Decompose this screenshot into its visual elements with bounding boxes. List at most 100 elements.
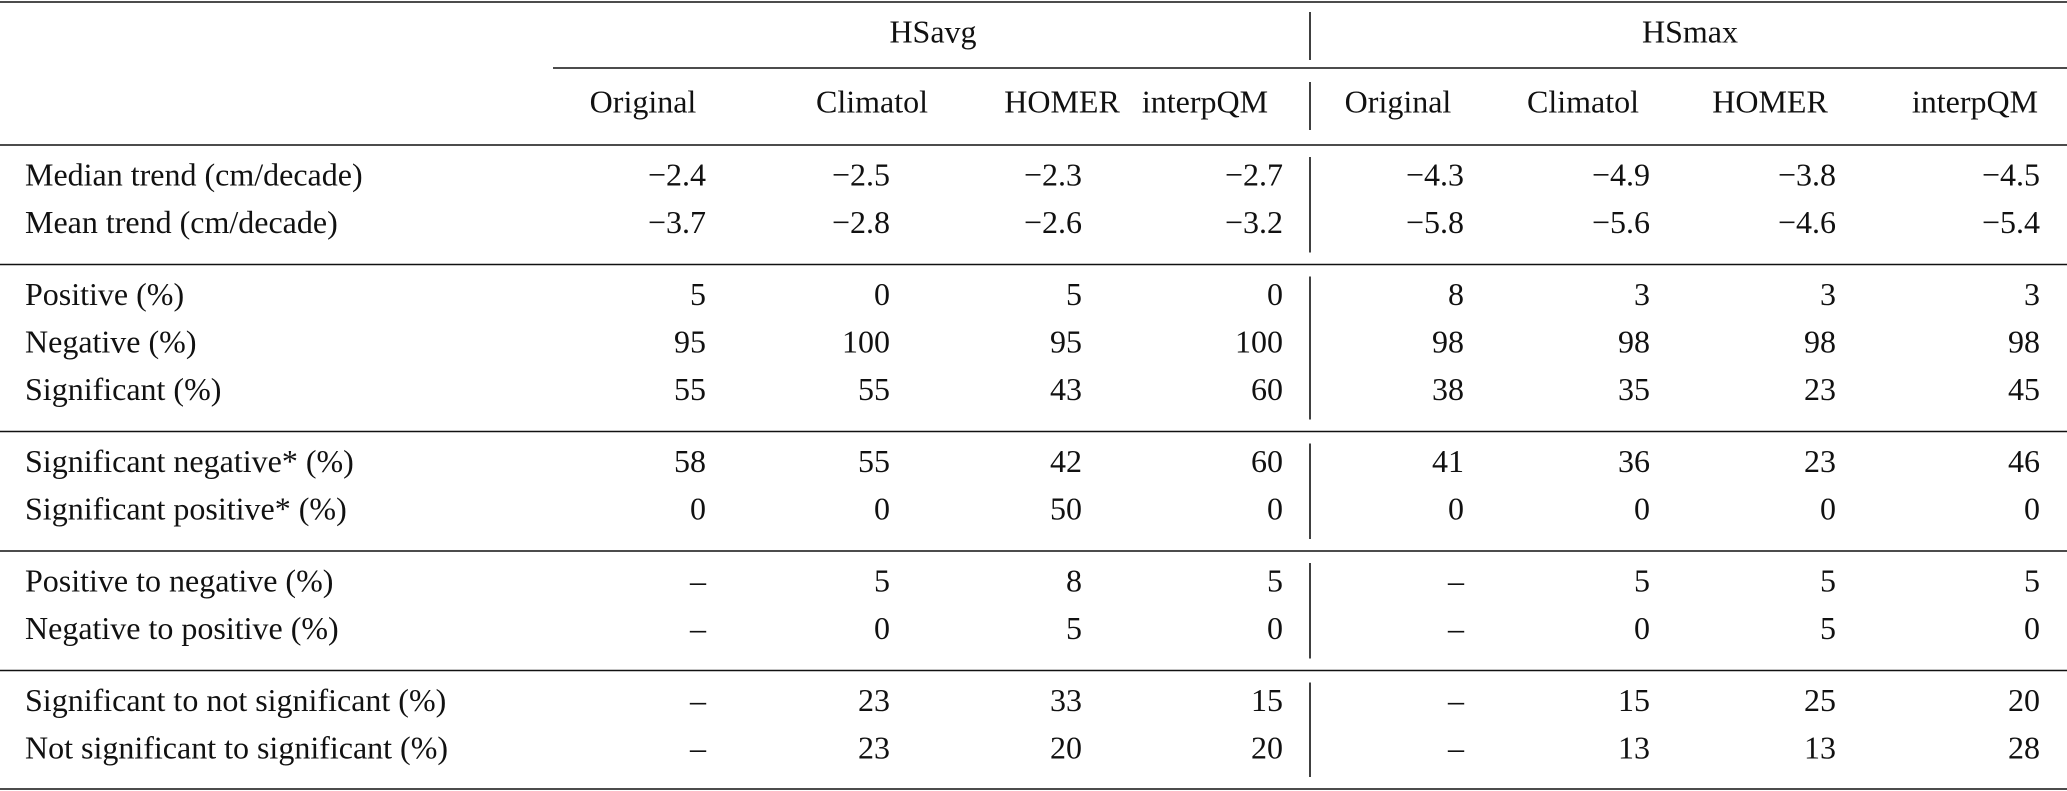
- cell: −5.4: [1982, 204, 2040, 240]
- cell: −2.5: [832, 156, 890, 192]
- cell: 98: [1618, 323, 1650, 359]
- cell: 100: [1235, 323, 1283, 359]
- cell: 5: [1634, 562, 1650, 598]
- cell: 5: [1267, 562, 1283, 598]
- cell: 55: [858, 443, 890, 479]
- column-header: Original: [1345, 83, 1452, 119]
- cell: −4.6: [1778, 204, 1836, 240]
- cell: –: [689, 729, 707, 765]
- cell: 0: [1634, 610, 1650, 646]
- cell: 41: [1432, 443, 1464, 479]
- row-label: Positive (%): [25, 276, 184, 312]
- cell: −3.2: [1225, 204, 1283, 240]
- cell: −3.8: [1778, 156, 1836, 192]
- cell: 5: [1820, 562, 1836, 598]
- cell: 55: [858, 371, 890, 407]
- cell: −5.6: [1592, 204, 1650, 240]
- cell: 8: [1066, 562, 1082, 598]
- cell: −2.6: [1024, 204, 1082, 240]
- cell: 95: [1050, 323, 1082, 359]
- cell: 98: [1804, 323, 1836, 359]
- cell: 23: [858, 729, 890, 765]
- cell: 0: [2024, 490, 2040, 526]
- cell: 5: [1066, 276, 1082, 312]
- cell: 15: [1251, 682, 1283, 718]
- cell: 13: [1804, 729, 1836, 765]
- cell: 45: [2008, 371, 2040, 407]
- cell: –: [1447, 610, 1465, 646]
- cell: 0: [690, 490, 706, 526]
- cell: −2.8: [832, 204, 890, 240]
- cell: −3.7: [648, 204, 706, 240]
- row-label: Significant negative* (%): [25, 443, 354, 479]
- cell: 46: [2008, 443, 2040, 479]
- row-label: Significant positive* (%): [25, 490, 347, 526]
- group-header: HSavg: [889, 13, 976, 49]
- cell: 98: [1432, 323, 1464, 359]
- column-header: HOMER: [1712, 83, 1828, 119]
- column-header: interpQM: [1912, 83, 2038, 119]
- cell: 20: [2008, 682, 2040, 718]
- cell: 23: [1804, 371, 1836, 407]
- cell: 0: [1267, 276, 1283, 312]
- cell: 55: [674, 371, 706, 407]
- cell: 0: [874, 490, 890, 526]
- cell: –: [689, 610, 707, 646]
- cell: 20: [1251, 729, 1283, 765]
- cell: –: [1447, 682, 1465, 718]
- column-header: HOMER: [1004, 83, 1120, 119]
- cell: −2.3: [1024, 156, 1082, 192]
- row-label: Positive to negative (%): [25, 562, 333, 598]
- cell: 0: [1634, 490, 1650, 526]
- cell: 25: [1804, 682, 1836, 718]
- cell: 38: [1432, 371, 1464, 407]
- cell: 0: [1267, 610, 1283, 646]
- cell: 0: [1448, 490, 1464, 526]
- cell: 20: [1050, 729, 1082, 765]
- row-label: Negative to positive (%): [25, 610, 339, 646]
- cell: 58: [674, 443, 706, 479]
- cell: 5: [1066, 610, 1082, 646]
- cell: 3: [2024, 276, 2040, 312]
- cell: –: [1447, 729, 1465, 765]
- cell: −2.4: [648, 156, 706, 192]
- cell: –: [689, 682, 707, 718]
- row-label: Mean trend (cm/decade): [25, 204, 338, 240]
- cell: 0: [1267, 490, 1283, 526]
- cell: −4.9: [1592, 156, 1650, 192]
- cell: 0: [874, 276, 890, 312]
- cell: −5.8: [1406, 204, 1464, 240]
- cell: 23: [858, 682, 890, 718]
- cell: 13: [1618, 729, 1650, 765]
- cell: –: [1447, 562, 1465, 598]
- cell: 5: [690, 276, 706, 312]
- row-label: Significant to not significant (%): [25, 682, 446, 718]
- row-label: Median trend (cm/decade): [25, 156, 363, 192]
- cell: 50: [1050, 490, 1082, 526]
- row-label: Not significant to significant (%): [25, 729, 448, 765]
- cell: 23: [1804, 443, 1836, 479]
- group-header: HSmax: [1642, 13, 1738, 49]
- cell: 5: [1820, 610, 1836, 646]
- cell: 95: [674, 323, 706, 359]
- cell: 42: [1050, 443, 1082, 479]
- cell: 15: [1618, 682, 1650, 718]
- row-label: Negative (%): [25, 323, 196, 359]
- cell: 98: [2008, 323, 2040, 359]
- cell: 43: [1050, 371, 1082, 407]
- cell: 5: [874, 562, 890, 598]
- cell: 8: [1448, 276, 1464, 312]
- cell: 5: [2024, 562, 2040, 598]
- cell: 33: [1050, 682, 1082, 718]
- cell: −4.3: [1406, 156, 1464, 192]
- cell: −2.7: [1225, 156, 1283, 192]
- cell: –: [689, 562, 707, 598]
- cell: 100: [842, 323, 890, 359]
- column-header: Climatol: [1527, 83, 1639, 119]
- cell: 60: [1251, 443, 1283, 479]
- cell: 3: [1634, 276, 1650, 312]
- cell: 0: [874, 610, 890, 646]
- row-label: Significant (%): [25, 371, 221, 407]
- column-header: Climatol: [816, 83, 928, 119]
